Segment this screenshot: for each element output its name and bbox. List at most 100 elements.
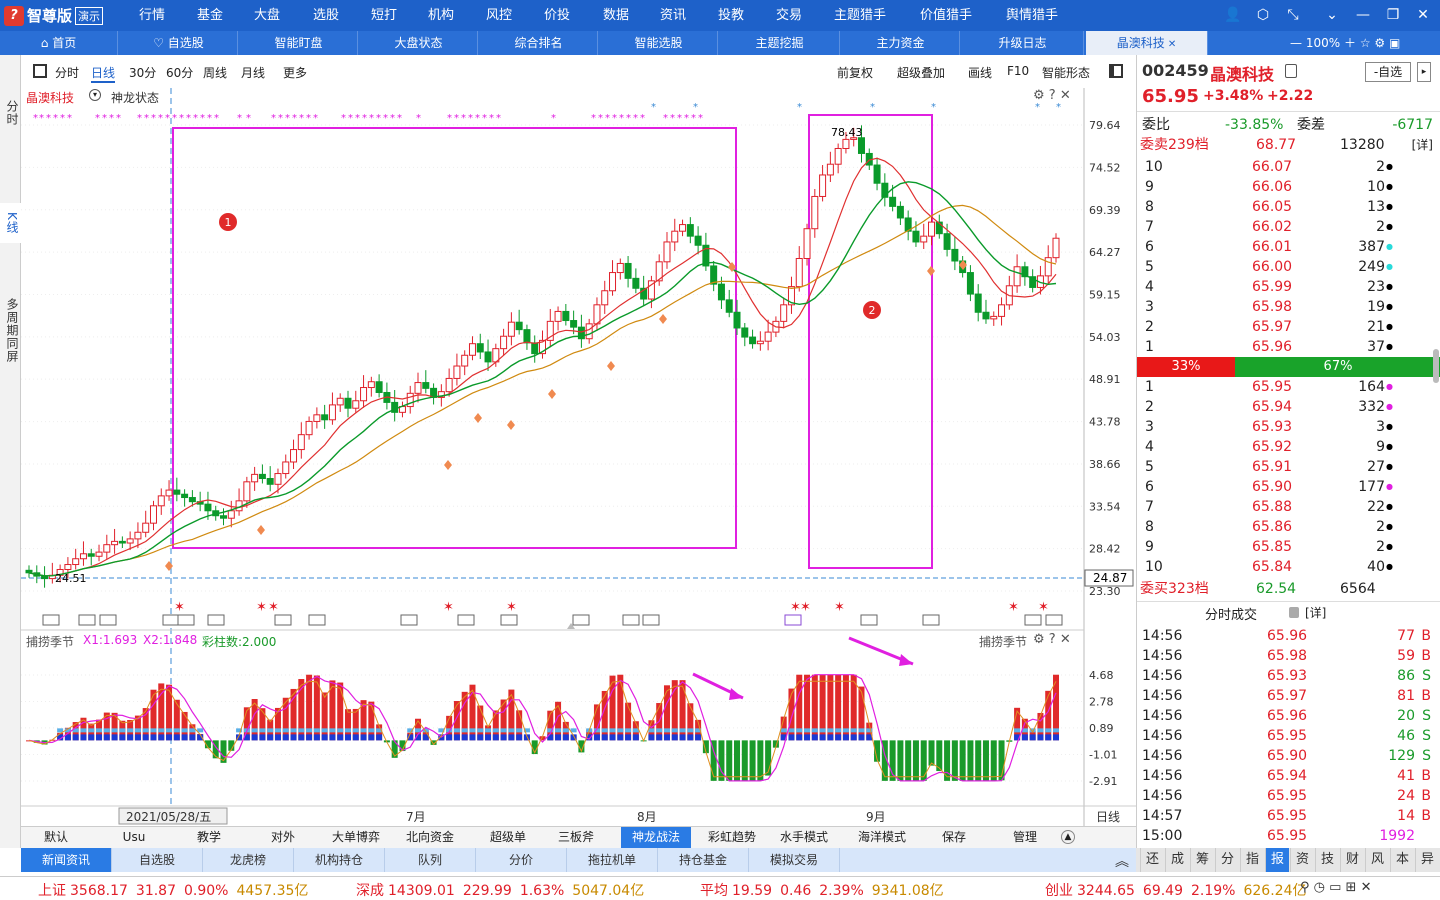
- top-menu-item[interactable]: 基金: [196, 8, 223, 23]
- top-menu-item[interactable]: 舆情猎手: [1005, 8, 1058, 23]
- top-menu-item[interactable]: 交易: [775, 8, 802, 23]
- nav-tab[interactable]: 主力资金: [842, 31, 960, 55]
- period-tab[interactable]: 分时: [55, 66, 80, 80]
- orderbook-row[interactable]: 8 65.86 2 ●: [1137, 517, 1440, 537]
- orderbook-row[interactable]: 5 65.91 27 ●: [1137, 457, 1440, 477]
- sell-detail-link[interactable]: [详]: [1411, 138, 1433, 152]
- shrink-icon[interactable]: ⤡: [1287, 7, 1299, 23]
- period-tab[interactable]: 60分: [166, 66, 194, 80]
- scroll-up-icon[interactable]: ▲: [1061, 830, 1075, 844]
- chart-tool-button[interactable]: F10: [1007, 64, 1030, 78]
- indicator-tab[interactable]: Usu: [122, 830, 146, 844]
- orderbook-row[interactable]: 6 66.01 387 ●: [1137, 237, 1440, 257]
- add-watch-button[interactable]: -自选: [1365, 62, 1411, 82]
- top-menu-item[interactable]: 主题猎手: [833, 8, 886, 23]
- indicator-tab[interactable]: 大单博弈: [331, 830, 380, 844]
- nav-tab[interactable]: 智能选股: [600, 31, 718, 55]
- zoom-in-icon[interactable]: ＋: [1343, 36, 1356, 50]
- index-quote[interactable]: 上证 3568.17 31.87 0.90% 4457.35亿: [38, 880, 308, 900]
- vtab-multiperiod[interactable]: 多周期同屏: [5, 298, 19, 363]
- quote-tab[interactable]: 技: [1315, 848, 1339, 872]
- index-quote[interactable]: 平均 19.59 0.46 2.39% 9341.08亿: [700, 880, 944, 900]
- dropdown-icon[interactable]: ▾: [89, 89, 101, 101]
- bell-icon[interactable]: [1285, 64, 1297, 78]
- nav-tab[interactable]: 智能盯盘: [240, 31, 358, 55]
- indicator-tab[interactable]: 水手模式: [779, 830, 828, 844]
- orderbook-row[interactable]: 4 65.92 9 ●: [1137, 437, 1440, 457]
- indicator-tab[interactable]: 海洋模式: [857, 830, 906, 844]
- top-menu-item[interactable]: 机构: [427, 8, 454, 23]
- scrollbar-thumb[interactable]: [1433, 349, 1439, 383]
- index-quote[interactable]: 创业 3244.65 69.49 2.19% 626.24亿: [1045, 880, 1306, 900]
- indicator-tab[interactable]: 三板斧: [557, 830, 594, 844]
- quote-tab[interactable]: 异: [1415, 848, 1439, 872]
- nav-tab[interactable]: 升级日志: [962, 31, 1084, 55]
- top-menu-item[interactable]: 资讯: [659, 8, 686, 23]
- orderbook-row[interactable]: 9 66.06 10 ●: [1137, 177, 1440, 197]
- period-tab[interactable]: 周线: [203, 66, 228, 80]
- indicator-tab[interactable]: 神龙战法: [621, 827, 691, 848]
- user-icon[interactable]: 👤: [1224, 7, 1242, 23]
- panel-toggle-icon[interactable]: [1109, 64, 1123, 78]
- chart-tool-button[interactable]: 画线: [968, 66, 993, 80]
- close-tab-icon[interactable]: ✕: [1164, 39, 1177, 50]
- period-tab[interactable]: 月线: [241, 66, 266, 80]
- indicator-tab[interactable]: 彩虹趋势: [707, 830, 756, 844]
- zoom-control[interactable]: — 100% ＋ ☆ ⚙ ▣: [1290, 31, 1400, 55]
- indicator-tab[interactable]: 保存: [941, 830, 966, 844]
- top-menu-item[interactable]: 选股: [312, 8, 339, 23]
- vtab-kline[interactable]: K线: [0, 203, 21, 243]
- quote-tab[interactable]: 筹: [1190, 848, 1214, 872]
- zoom-out-icon[interactable]: —: [1290, 36, 1302, 50]
- index-quote[interactable]: 深成 14309.01 229.99 1.63% 5047.04亿: [356, 880, 644, 900]
- news-tab[interactable]: 分价: [476, 848, 567, 872]
- orderbook-row[interactable]: 3 65.98 19 ●: [1137, 297, 1440, 317]
- top-menu-item[interactable]: 行情: [138, 8, 165, 23]
- period-tab[interactable]: 日线: [91, 64, 116, 83]
- news-tab[interactable]: 自选股: [112, 848, 203, 872]
- chart-tools-icons[interactable]: ⚙ ? ✕: [1033, 88, 1071, 103]
- minimize-icon[interactable]: —: [1356, 7, 1370, 23]
- top-menu-item[interactable]: 价值猎手: [919, 8, 972, 23]
- news-tab[interactable]: 机构持仓: [294, 848, 385, 872]
- orderbook-row[interactable]: 4 65.99 23 ●: [1137, 277, 1440, 297]
- vtab-timeshare[interactable]: 分时: [5, 100, 19, 126]
- orderbook-row[interactable]: 8 66.05 13 ●: [1137, 197, 1440, 217]
- quote-tab[interactable]: 风: [1365, 848, 1389, 872]
- collapse-icon[interactable]: ︽: [1115, 854, 1129, 870]
- top-menu-item[interactable]: 短打: [370, 8, 397, 23]
- quote-tab[interactable]: 本: [1390, 848, 1414, 872]
- window-icon[interactable]: ▣: [1389, 36, 1401, 50]
- indicator-tab[interactable]: 教学: [196, 830, 221, 844]
- chevron-down-icon[interactable]: ⌄: [1326, 7, 1338, 23]
- top-menu-item[interactable]: 风控: [485, 8, 512, 23]
- quote-tab[interactable]: 资: [1290, 848, 1314, 872]
- nav-tab[interactable]: 晶澳科技 ✕: [1086, 31, 1208, 55]
- status-icons[interactable]: ⚲ ◷ ▭ ⊞ ✕: [1300, 880, 1372, 895]
- lock-icon[interactable]: [1289, 607, 1299, 618]
- nav-tab[interactable]: 综合排名: [480, 31, 598, 55]
- app-logo[interactable]: ? 智尊版 演示: [4, 5, 104, 26]
- top-menu-item[interactable]: 大盘: [253, 8, 280, 23]
- nav-tab[interactable]: 主题挖掘: [720, 31, 840, 55]
- indicator-tab[interactable]: 默认: [43, 830, 68, 844]
- news-tab[interactable]: 龙虎榜: [203, 848, 294, 872]
- nav-tab[interactable]: ⌂ 首页: [0, 31, 118, 55]
- orderbook-row[interactable]: 2 65.94 332 ●: [1137, 397, 1440, 417]
- quote-tab[interactable]: 财: [1340, 848, 1364, 872]
- news-tab[interactable]: 持仓基金: [658, 848, 749, 872]
- indicator-tab[interactable]: 北向资金: [405, 830, 454, 844]
- top-menu-item[interactable]: 价投: [543, 8, 570, 23]
- orderbook-row[interactable]: 9 65.85 2 ●: [1137, 537, 1440, 557]
- orderbook-row[interactable]: 7 65.88 22 ●: [1137, 497, 1440, 517]
- news-tab[interactable]: 新闻资讯: [21, 848, 112, 872]
- top-menu-item[interactable]: 投教: [717, 8, 744, 23]
- restore-icon[interactable]: ❐: [1386, 7, 1400, 23]
- expand-icon[interactable]: ▸: [1417, 62, 1431, 82]
- orderbook-row[interactable]: 6 65.90 177 ●: [1137, 477, 1440, 497]
- indicator-tab[interactable]: 管理: [1012, 830, 1037, 844]
- indicator-tab[interactable]: 超级单: [489, 830, 526, 844]
- top-menu-item[interactable]: 数据: [602, 8, 629, 23]
- orderbook-row[interactable]: 10 66.07 2 ●: [1137, 157, 1440, 177]
